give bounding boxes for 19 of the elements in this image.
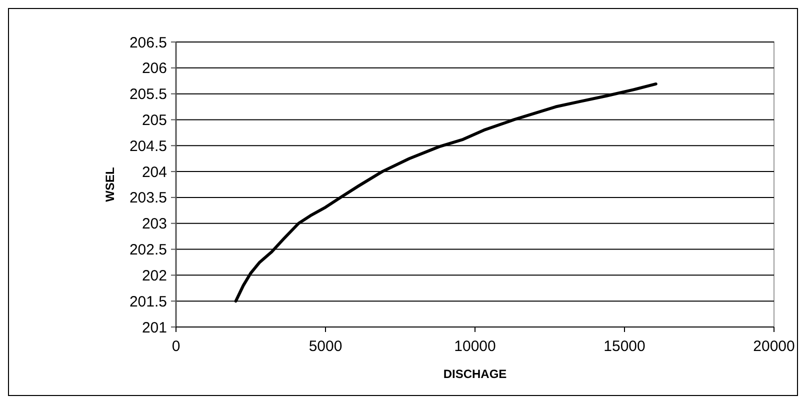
y-tick-label: 205 [142,112,167,129]
y-tick-label: 205.5 [129,86,167,104]
y-tick-label: 201 [142,319,167,336]
y-tick-label: 202 [142,267,167,284]
x-tick-label: 0 [172,338,180,355]
y-tick-label: 204.5 [129,138,167,155]
y-tick-label: 201.5 [129,293,167,310]
y-tick-label: 206 [142,60,167,78]
x-tick-label: 20000 [753,338,795,355]
y-axis-title: WSEL [103,167,117,202]
y-tick-label: 203 [142,216,167,233]
x-tick-label: 10000 [454,338,496,355]
y-tick-label: 203.5 [129,190,167,207]
y-tick-label: 206.5 [129,34,167,52]
x-tick-label: 15000 [604,338,646,355]
x-axis-title: DISCHAGE [443,367,507,381]
y-tick-label: 204 [142,164,167,181]
x-tick-label: 5000 [308,338,342,355]
y-tick-label: 202.5 [129,242,167,259]
